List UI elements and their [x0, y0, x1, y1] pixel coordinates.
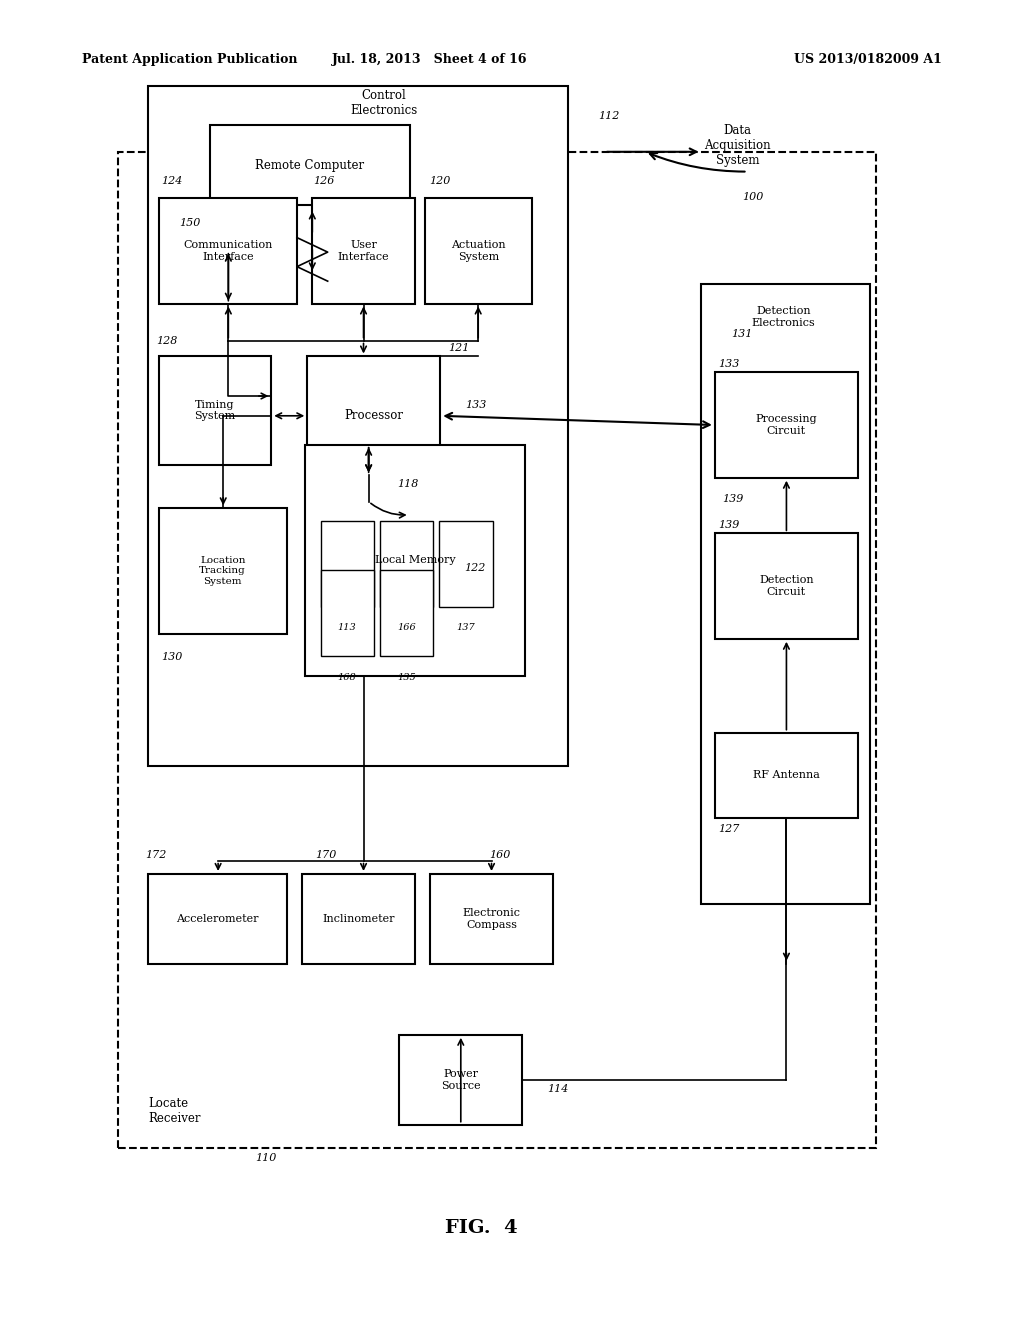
Text: 120: 120	[430, 176, 451, 186]
FancyBboxPatch shape	[425, 198, 532, 304]
Text: User
Interface: User Interface	[338, 240, 389, 261]
Text: Detection
Circuit: Detection Circuit	[759, 576, 814, 597]
Text: Actuation
System: Actuation System	[452, 240, 506, 261]
Text: 137: 137	[457, 623, 475, 631]
Text: Location
Tracking
System: Location Tracking System	[200, 556, 246, 586]
FancyBboxPatch shape	[302, 874, 415, 964]
Text: Local Memory: Local Memory	[375, 556, 456, 565]
FancyBboxPatch shape	[148, 86, 568, 766]
Text: Remote Computer: Remote Computer	[255, 158, 365, 172]
Text: Electronic
Compass: Electronic Compass	[463, 908, 520, 929]
FancyBboxPatch shape	[430, 874, 553, 964]
FancyBboxPatch shape	[210, 125, 410, 205]
FancyBboxPatch shape	[715, 533, 858, 639]
FancyBboxPatch shape	[159, 508, 287, 634]
Text: Processor: Processor	[344, 409, 403, 422]
Text: 170: 170	[315, 850, 336, 861]
FancyBboxPatch shape	[715, 372, 858, 478]
Text: 133: 133	[466, 400, 486, 411]
Text: Processing
Circuit: Processing Circuit	[756, 414, 817, 436]
FancyBboxPatch shape	[321, 570, 374, 656]
FancyBboxPatch shape	[701, 284, 870, 904]
Text: 118: 118	[397, 479, 418, 490]
FancyBboxPatch shape	[159, 356, 271, 465]
Text: 124: 124	[162, 176, 182, 186]
Text: Control
Electronics: Control Electronics	[350, 88, 418, 117]
Text: 168: 168	[338, 673, 356, 681]
FancyBboxPatch shape	[380, 570, 433, 656]
Text: 100: 100	[742, 191, 763, 202]
Text: Locate
Receiver: Locate Receiver	[148, 1097, 201, 1126]
Text: 166: 166	[397, 623, 416, 631]
FancyBboxPatch shape	[715, 733, 858, 818]
Text: 150: 150	[179, 218, 200, 228]
Text: 114: 114	[548, 1084, 568, 1094]
FancyBboxPatch shape	[305, 445, 525, 676]
Text: 172: 172	[145, 850, 166, 861]
Text: 110: 110	[256, 1152, 276, 1163]
Text: 139: 139	[719, 520, 739, 531]
Text: Patent Application Publication: Patent Application Publication	[82, 53, 297, 66]
Text: 130: 130	[162, 652, 182, 663]
Text: Timing
System: Timing System	[195, 400, 236, 421]
Text: 135: 135	[397, 673, 416, 681]
Text: 122: 122	[465, 562, 485, 573]
Text: RF Antenna: RF Antenna	[753, 771, 820, 780]
FancyBboxPatch shape	[380, 521, 433, 607]
Text: 131: 131	[732, 329, 753, 339]
Text: Inclinometer: Inclinometer	[323, 913, 394, 924]
Text: 133: 133	[719, 359, 739, 370]
Text: 121: 121	[449, 343, 469, 354]
Text: US 2013/0182009 A1: US 2013/0182009 A1	[795, 53, 942, 66]
FancyBboxPatch shape	[312, 198, 415, 304]
Text: 128: 128	[157, 335, 177, 346]
Text: FIG.  4: FIG. 4	[445, 1218, 517, 1237]
FancyBboxPatch shape	[321, 521, 374, 607]
Text: Detection
Electronics: Detection Electronics	[752, 306, 815, 327]
Text: 139: 139	[723, 494, 743, 504]
FancyBboxPatch shape	[159, 198, 297, 304]
Text: Communication
Interface: Communication Interface	[183, 240, 272, 261]
Text: Power
Source: Power Source	[441, 1069, 480, 1090]
Text: 113: 113	[338, 623, 356, 631]
FancyBboxPatch shape	[118, 152, 876, 1148]
Text: Accelerometer: Accelerometer	[176, 913, 259, 924]
FancyBboxPatch shape	[148, 874, 287, 964]
FancyBboxPatch shape	[439, 521, 493, 607]
Text: 126: 126	[313, 176, 334, 186]
Text: 160: 160	[489, 850, 510, 861]
Text: 112: 112	[599, 111, 620, 121]
Text: 127: 127	[719, 824, 739, 834]
FancyBboxPatch shape	[399, 1035, 522, 1125]
FancyBboxPatch shape	[307, 356, 440, 475]
Text: Jul. 18, 2013   Sheet 4 of 16: Jul. 18, 2013 Sheet 4 of 16	[333, 53, 527, 66]
Text: Data
Acquisition
System: Data Acquisition System	[703, 124, 771, 166]
